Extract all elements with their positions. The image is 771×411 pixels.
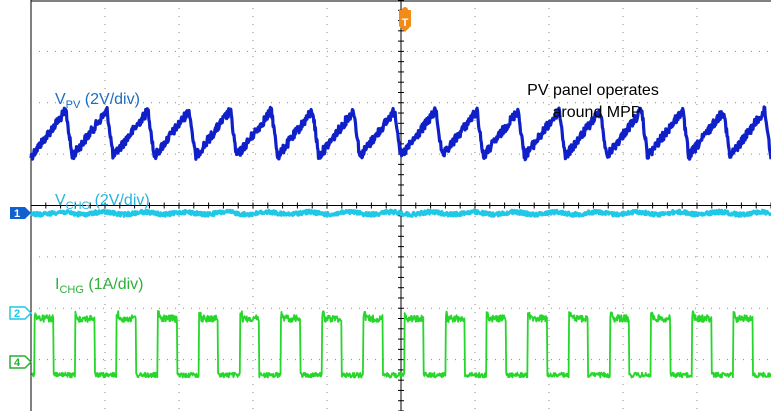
trace-v-pv (29, 105, 771, 162)
channel-1-marker-label: 1 (14, 208, 20, 220)
channel-4-marker: 4 (9, 355, 33, 369)
traces (29, 105, 771, 379)
trace-i-chg (30, 310, 771, 379)
channel-2-marker: 2 (9, 306, 33, 320)
channel-4-marker-label: 4 (14, 357, 21, 369)
trace-v-chg (29, 208, 771, 218)
trigger-marker: T (399, 7, 411, 32)
vchg-label: VCHG (2V/div) (55, 192, 150, 212)
grid (30, 0, 771, 411)
annotation-line-1: PV panel operates (527, 82, 659, 99)
vpv-label: VPV (2V/div) (55, 91, 140, 111)
channel-1-marker: 1 (10, 207, 31, 220)
trigger-marker-label: T (402, 17, 409, 29)
annotation-line-2: around MPP (553, 104, 642, 121)
ichg-label: ICHG (1A/div) (55, 276, 143, 296)
channel-2-marker-label: 2 (14, 308, 20, 320)
